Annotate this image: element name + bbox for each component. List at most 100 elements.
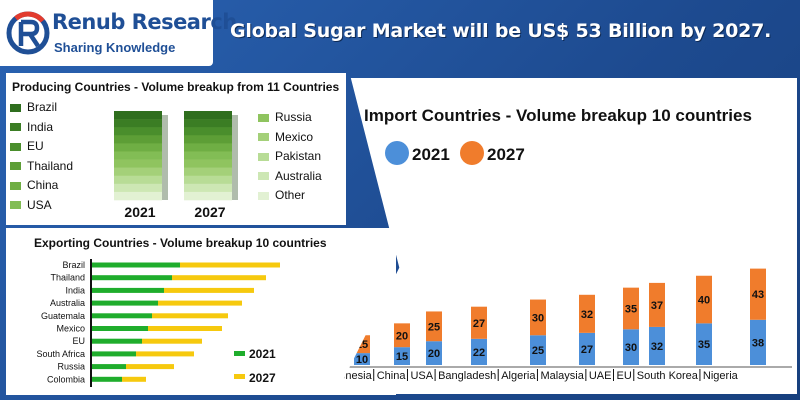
legend-swatch: [258, 191, 269, 200]
producing-chart: 2021 2027: [114, 111, 238, 220]
importing-value-label-2021: 32: [651, 341, 663, 353]
legend-swatch: [10, 103, 21, 112]
exporting-bar-2027: [122, 376, 146, 382]
producing-bar-segment: [184, 143, 232, 152]
importing-bar-2021: [426, 341, 442, 365]
producing-bar-segment: [114, 191, 162, 201]
importing-bar-2021: [354, 353, 370, 365]
exporting-bar-2021: [92, 364, 126, 370]
producing-bar-segment: [114, 151, 162, 160]
importing-value-label-2021: 35: [698, 339, 710, 351]
legend-swatch: [10, 181, 21, 190]
exporting-category-label: Mexico: [56, 324, 85, 334]
exporting-legend-2027: 2027: [249, 371, 276, 385]
exporting-bar-2021: [92, 287, 164, 293]
producing-legend-item: USA: [10, 198, 52, 212]
producing-bar-shadow: [232, 115, 238, 200]
exporting-bar-2021: [92, 376, 122, 382]
producing-legend-item: Thailand: [10, 159, 73, 173]
exporting-category-label: Thailand: [50, 273, 85, 283]
importing-value-label-2021: 22: [473, 347, 485, 359]
producing-bar-segment: [184, 175, 232, 185]
importing-category-label: South Korea: [637, 370, 699, 382]
exporting-legend-2021: 2021: [249, 347, 276, 361]
importing-bar-2027: [471, 306, 487, 339]
producing-legend-item: EU: [10, 139, 44, 153]
legend-swatch: [10, 142, 21, 151]
exporting-title: Exporting Countries - Volume breakup 10 …: [34, 236, 327, 250]
exporting-category-label: Colombia: [47, 374, 85, 384]
producing-bar-segment: [184, 135, 232, 144]
producing-bar-segment: [114, 127, 162, 136]
importing-bar-2027: [696, 275, 712, 324]
producing-bar-segment: [114, 135, 162, 144]
legend-label: Australia: [275, 168, 322, 183]
producing-bar-segment: [184, 151, 232, 160]
importing-value-label-2027: 35: [625, 303, 637, 315]
exporting-category-label: South Africa: [36, 349, 85, 359]
legend-label: EU: [27, 139, 44, 153]
exporting-bar-2027: [148, 326, 222, 331]
importing-value-label-2021: 38: [752, 337, 764, 349]
exporting-bar-2021: [92, 300, 158, 306]
importing-legend-dot-2021: [385, 141, 409, 165]
legend-label: Pakistan: [275, 149, 322, 163]
exporting-bar-2027: [126, 364, 174, 370]
importing-bar-2021: [623, 329, 639, 365]
producing-bar-segment: [184, 111, 232, 120]
importing-value-label-2027: 30: [532, 312, 544, 324]
importing-value-label-2021: 20: [428, 348, 440, 360]
producing-legend-item: China: [10, 178, 58, 192]
producing-legend-item: Pakistan: [258, 149, 321, 163]
importing-legend-dot-2027: [460, 141, 484, 165]
importing-legend-2021: 2021: [412, 145, 450, 164]
importing-category-label: China: [377, 370, 407, 382]
importing-legend-2027: 2027: [487, 145, 525, 164]
exporting-bar-2021: [92, 351, 136, 357]
legend-swatch: [10, 123, 21, 132]
legend-swatch: [258, 133, 269, 142]
renub-logo-icon: [6, 11, 50, 55]
importing-bar-2021: [530, 335, 546, 365]
exporting-category-label: Russia: [57, 362, 85, 372]
exporting-bar-2027: [152, 313, 228, 319]
importing-bar-2027: [623, 287, 639, 330]
producing-bar-segment: [114, 183, 162, 193]
legend-label: USA: [27, 197, 52, 212]
importing-title: Import Countries - Volume breakup 10 cou…: [364, 106, 752, 125]
importing-bar-2027: [530, 299, 546, 336]
logo: Renub Research Sharing Knowledge: [0, 0, 237, 66]
producing-legend-item: Other: [258, 188, 305, 202]
legend-label: China: [27, 178, 59, 192]
importing-value-label-2027: 25: [428, 321, 440, 333]
importing-category-label: EU: [616, 370, 631, 382]
importing-value-label-2021: 25: [532, 345, 544, 357]
legend-swatch: [258, 152, 269, 161]
logo-subtitle: Sharing Knowledge: [54, 40, 176, 55]
importing-bar-2027: [426, 311, 442, 342]
producing-bar-segment: [184, 127, 232, 136]
producing-bar-segment: [184, 119, 232, 128]
importing-value-label-2027: 32: [581, 309, 593, 321]
importing-value-label-2021: 30: [625, 342, 637, 354]
exporting-bar-2027: [164, 287, 254, 293]
legend-label: India: [27, 119, 54, 134]
legend-swatch: [258, 172, 269, 181]
exporting-bar-2027: [180, 262, 280, 268]
importing-value-label-2027: 40: [698, 295, 710, 307]
importing-bar-2021: [750, 319, 766, 365]
producing-panel: Producing Countries - Volume breakup fro…: [6, 73, 346, 225]
logo-title: Renub Research: [52, 10, 237, 34]
importing-category-label: Malaysia: [540, 370, 584, 382]
exporting-bar-2021: [92, 275, 172, 281]
importing-value-label-2027: 43: [752, 289, 764, 301]
importing-bar-2021: [649, 326, 665, 365]
producing-legend-item: Russia: [258, 110, 312, 124]
producing-bar-segment: [184, 183, 232, 193]
importing-panel: Import Countries - Volume breakup 10 cou…: [312, 78, 797, 394]
exporting-category-label: Guatemala: [41, 311, 85, 321]
exporting-bar-2021: [92, 338, 142, 344]
producing-title: Producing Countries - Volume breakup fro…: [12, 80, 340, 94]
importing-value-label-2027: 27: [473, 318, 485, 330]
legend-swatch: [10, 201, 21, 210]
